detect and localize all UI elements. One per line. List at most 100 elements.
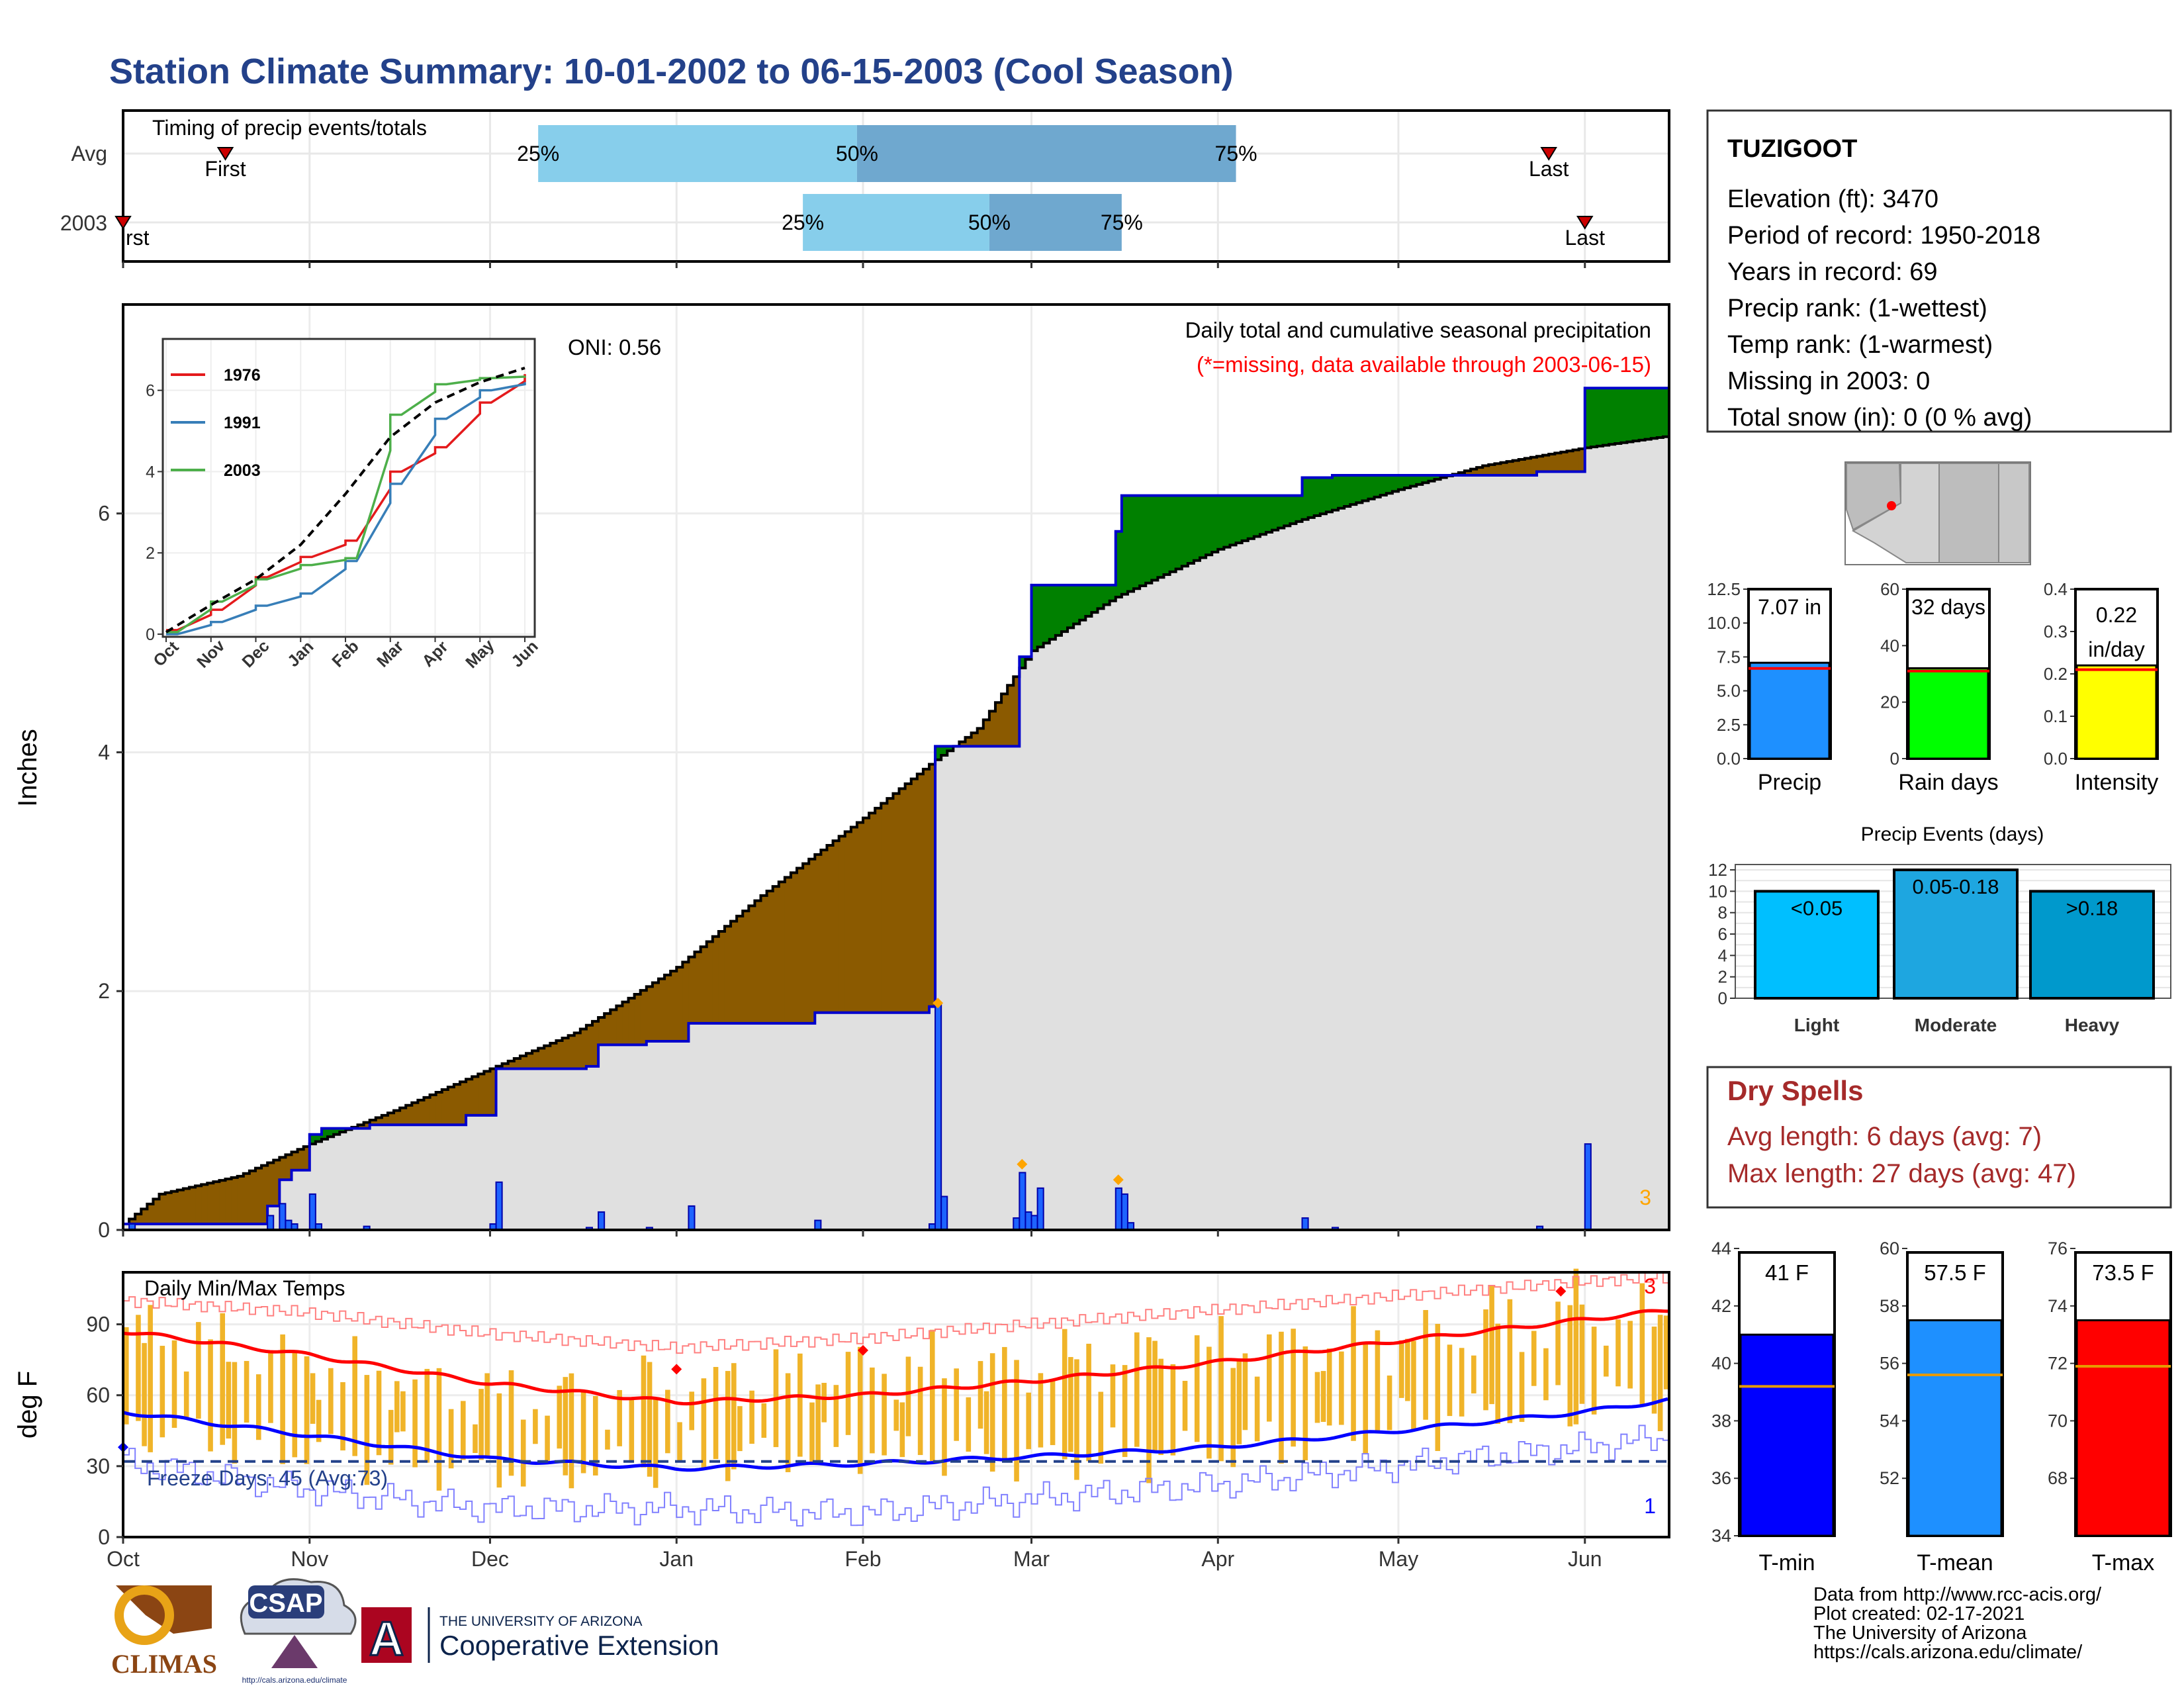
totals-ytick-label: 0.0	[1717, 749, 1741, 769]
first-event-marker	[114, 216, 132, 230]
surplus-area	[1320, 477, 1327, 514]
daily-temp-bar	[641, 1355, 647, 1468]
surplus-area	[1386, 475, 1393, 494]
daily-temp-bar	[1657, 1315, 1663, 1431]
daily-temp-bar	[220, 1313, 226, 1445]
temp-content	[118, 1268, 1669, 1526]
daily-temp-bar	[1230, 1368, 1236, 1468]
ua-extension-text: Cooperative Extension	[439, 1630, 719, 1661]
surplus-area	[1103, 585, 1111, 605]
deficit-area	[827, 845, 834, 1013]
daily-temp-bar	[821, 1383, 827, 1423]
tsum-ytick-label: 60	[1880, 1239, 1899, 1258]
daily-temp-bar	[1459, 1348, 1465, 1417]
precip-missing-note: (*=missing, data available through 2003-…	[1197, 352, 1651, 377]
deficit-area	[737, 915, 743, 1023]
deficit-area	[1578, 449, 1586, 472]
daily-temp-bar	[1314, 1372, 1320, 1423]
surplus-area	[1158, 495, 1165, 578]
daily-temp-bar	[942, 1378, 947, 1476]
inset-legend-label: 1976	[224, 366, 261, 385]
tsum-value-label: 41 F	[1765, 1260, 1809, 1285]
deficit-area	[394, 1110, 400, 1125]
daily-temp-bar	[665, 1389, 670, 1454]
deficit-area	[622, 1002, 629, 1045]
deficit-area	[165, 1192, 172, 1224]
month-label: Jun	[1568, 1547, 1602, 1571]
footer-credits: Data from http://www.rcc-acis.org/ Plot …	[1813, 1584, 2102, 1663]
deficit-area	[369, 1120, 377, 1125]
deficit-area	[219, 1180, 226, 1224]
deficit-area	[833, 841, 840, 1013]
map-texas	[1998, 463, 2030, 563]
surplus-area	[1253, 495, 1261, 537]
daily-temp-bar	[1074, 1359, 1079, 1480]
deficit-area	[760, 895, 768, 1023]
totals-category-label: Rain days	[1898, 770, 1998, 795]
daily-temp-bar	[713, 1367, 719, 1460]
deficit-area	[381, 1115, 388, 1125]
surplus-area	[1272, 495, 1279, 530]
events-category-label: Light	[1794, 1015, 1839, 1035]
surplus-area	[1662, 388, 1670, 437]
daily-temp-bar	[1158, 1358, 1163, 1456]
surplus-area	[1218, 495, 1224, 549]
timing-quartile-bars: 25% 50% 75% First Last 25% 50% 75% rst Last	[114, 125, 1605, 251]
deficit-area	[929, 764, 936, 1007]
deficit-area	[1013, 677, 1020, 747]
daily-temp-bar	[1086, 1343, 1091, 1462]
deficit-area	[135, 1213, 142, 1224]
surplus-area	[1193, 495, 1201, 561]
daily-temp-bar	[1615, 1319, 1621, 1387]
daily-precip-bar	[308, 1193, 316, 1231]
station-period: Period of record: 1950-2018	[1727, 222, 2040, 250]
daily-temp-bar	[1050, 1380, 1056, 1446]
surplus-area	[1657, 388, 1664, 438]
tsum-ytick-label: 56	[1880, 1354, 1899, 1374]
deficit-area	[634, 994, 641, 1045]
record-max-line	[123, 1272, 1669, 1354]
deficit-area	[201, 1184, 208, 1224]
totals-ytick-label: 60	[1880, 579, 1899, 599]
surplus-area	[1584, 388, 1592, 448]
surplus-area	[1140, 495, 1146, 586]
deficit-area	[502, 1063, 509, 1069]
daily-temp-bar	[905, 1356, 911, 1436]
normal-min-line	[122, 1397, 1668, 1472]
surplus-area	[1314, 477, 1321, 516]
month-label: Feb	[844, 1547, 881, 1571]
daily-precip-bar	[688, 1205, 696, 1231]
tsum-ytick-label: 52	[1880, 1468, 1899, 1488]
timing-row-label-avg: Avg	[71, 142, 107, 165]
daily-temp-bar	[364, 1375, 370, 1485]
normal-cumulative-area	[123, 436, 1669, 1230]
deficit-area	[171, 1191, 178, 1224]
deficit-area	[743, 911, 749, 1023]
daily-temp-bar	[917, 1366, 923, 1456]
surplus-area	[935, 746, 942, 760]
events-title: Precip Events (days)	[1861, 823, 2044, 845]
station-box: TUZIGOOT Elevation (ft): 3470 Period of …	[1706, 109, 2172, 433]
quartile-label-25: 25%	[782, 211, 824, 234]
daily-temp-bar	[478, 1389, 484, 1460]
daily-temp-bar	[557, 1385, 563, 1449]
deficit-area	[766, 891, 774, 1023]
daily-precip-bar	[814, 1219, 822, 1231]
deficit-area	[424, 1097, 431, 1125]
month-label: Nov	[291, 1547, 328, 1571]
surplus-area	[1603, 388, 1610, 445]
tsum-bar	[1907, 1319, 2003, 1537]
deficit-area	[267, 1162, 274, 1206]
precip-cumulative-areas	[123, 387, 1670, 1230]
dry-max-length: Max length: 27 days (avg: 47)	[1727, 1159, 2076, 1188]
daily-temp-bar	[857, 1346, 863, 1474]
deficit-area	[995, 702, 1002, 747]
deficit-area	[731, 921, 737, 1023]
inset-ytick-label: 6	[146, 382, 155, 400]
deficit-area	[1530, 457, 1537, 475]
deficit-area	[917, 774, 924, 1013]
daily-temp-bar	[508, 1370, 514, 1476]
surplus-area	[1621, 388, 1627, 443]
inset-series-line	[166, 375, 526, 633]
